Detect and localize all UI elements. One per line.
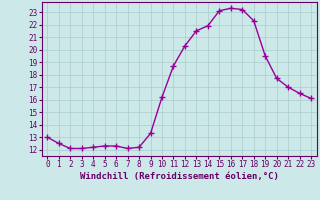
X-axis label: Windchill (Refroidissement éolien,°C): Windchill (Refroidissement éolien,°C) — [80, 172, 279, 181]
